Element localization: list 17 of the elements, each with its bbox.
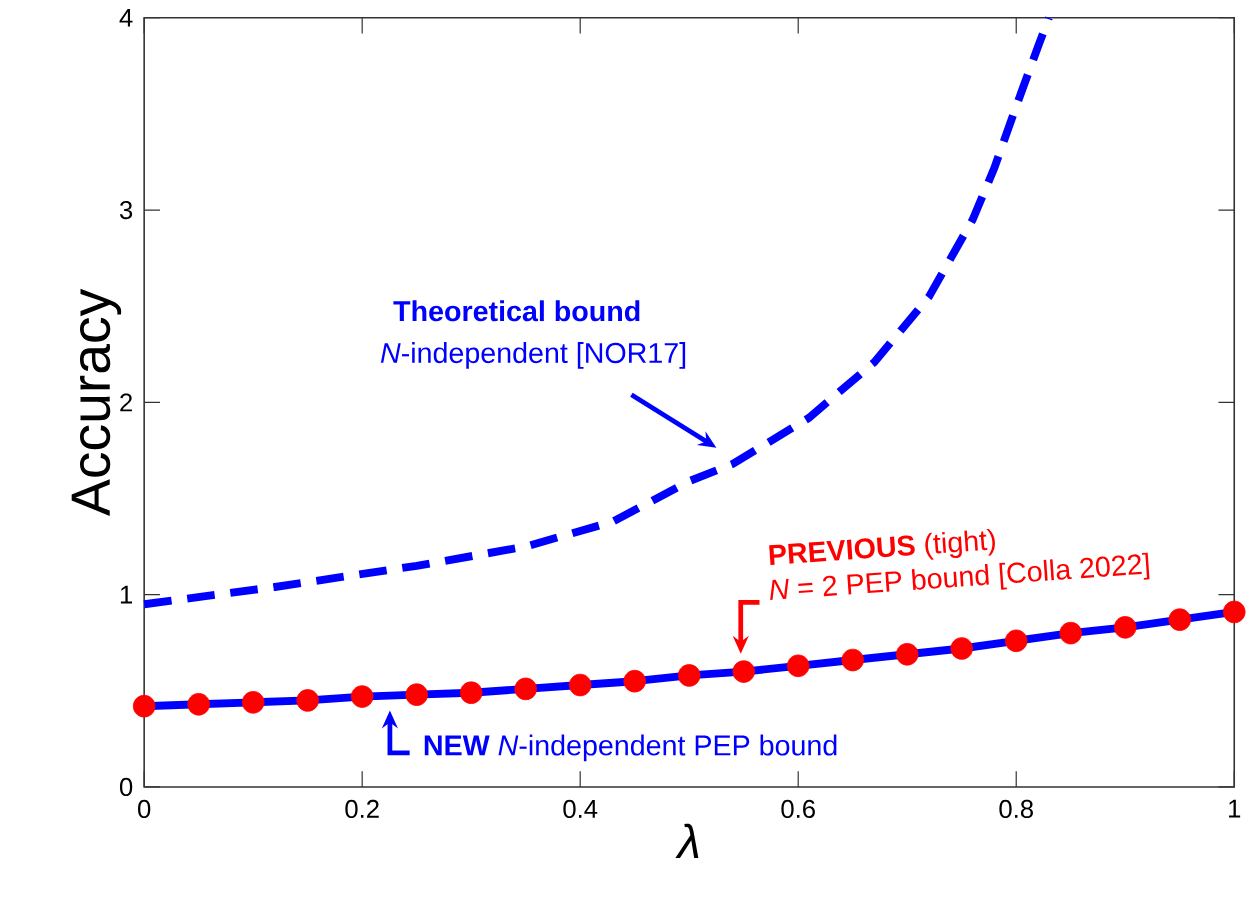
x-tick-label: 0 <box>138 799 151 818</box>
annotation: Theoretical bound <box>393 300 640 322</box>
y-tick-label: 1 <box>120 585 132 604</box>
x-tick-label: 0.8 <box>999 799 1033 818</box>
annotation: N-independent [NOR17] <box>380 341 686 369</box>
y-axis-title: Accuracy <box>71 288 122 516</box>
x-tick-label: 0.4 <box>563 799 598 818</box>
x-axis-title: λ <box>675 823 699 858</box>
x-tick-label: 1 <box>1229 799 1241 818</box>
y-tick-label: 2 <box>120 393 132 412</box>
y-tick-label: 4 <box>119 8 133 27</box>
x-tick-label: 0.2 <box>345 799 379 818</box>
annotation: NEW N-independent PEP bound <box>424 734 837 762</box>
x-tick-label: 0.6 <box>781 799 815 818</box>
y-tick-label: 0 <box>119 777 133 796</box>
y-tick-label: 3 <box>119 200 133 219</box>
annotation: PREVIOUS (tight) <box>769 528 995 565</box>
